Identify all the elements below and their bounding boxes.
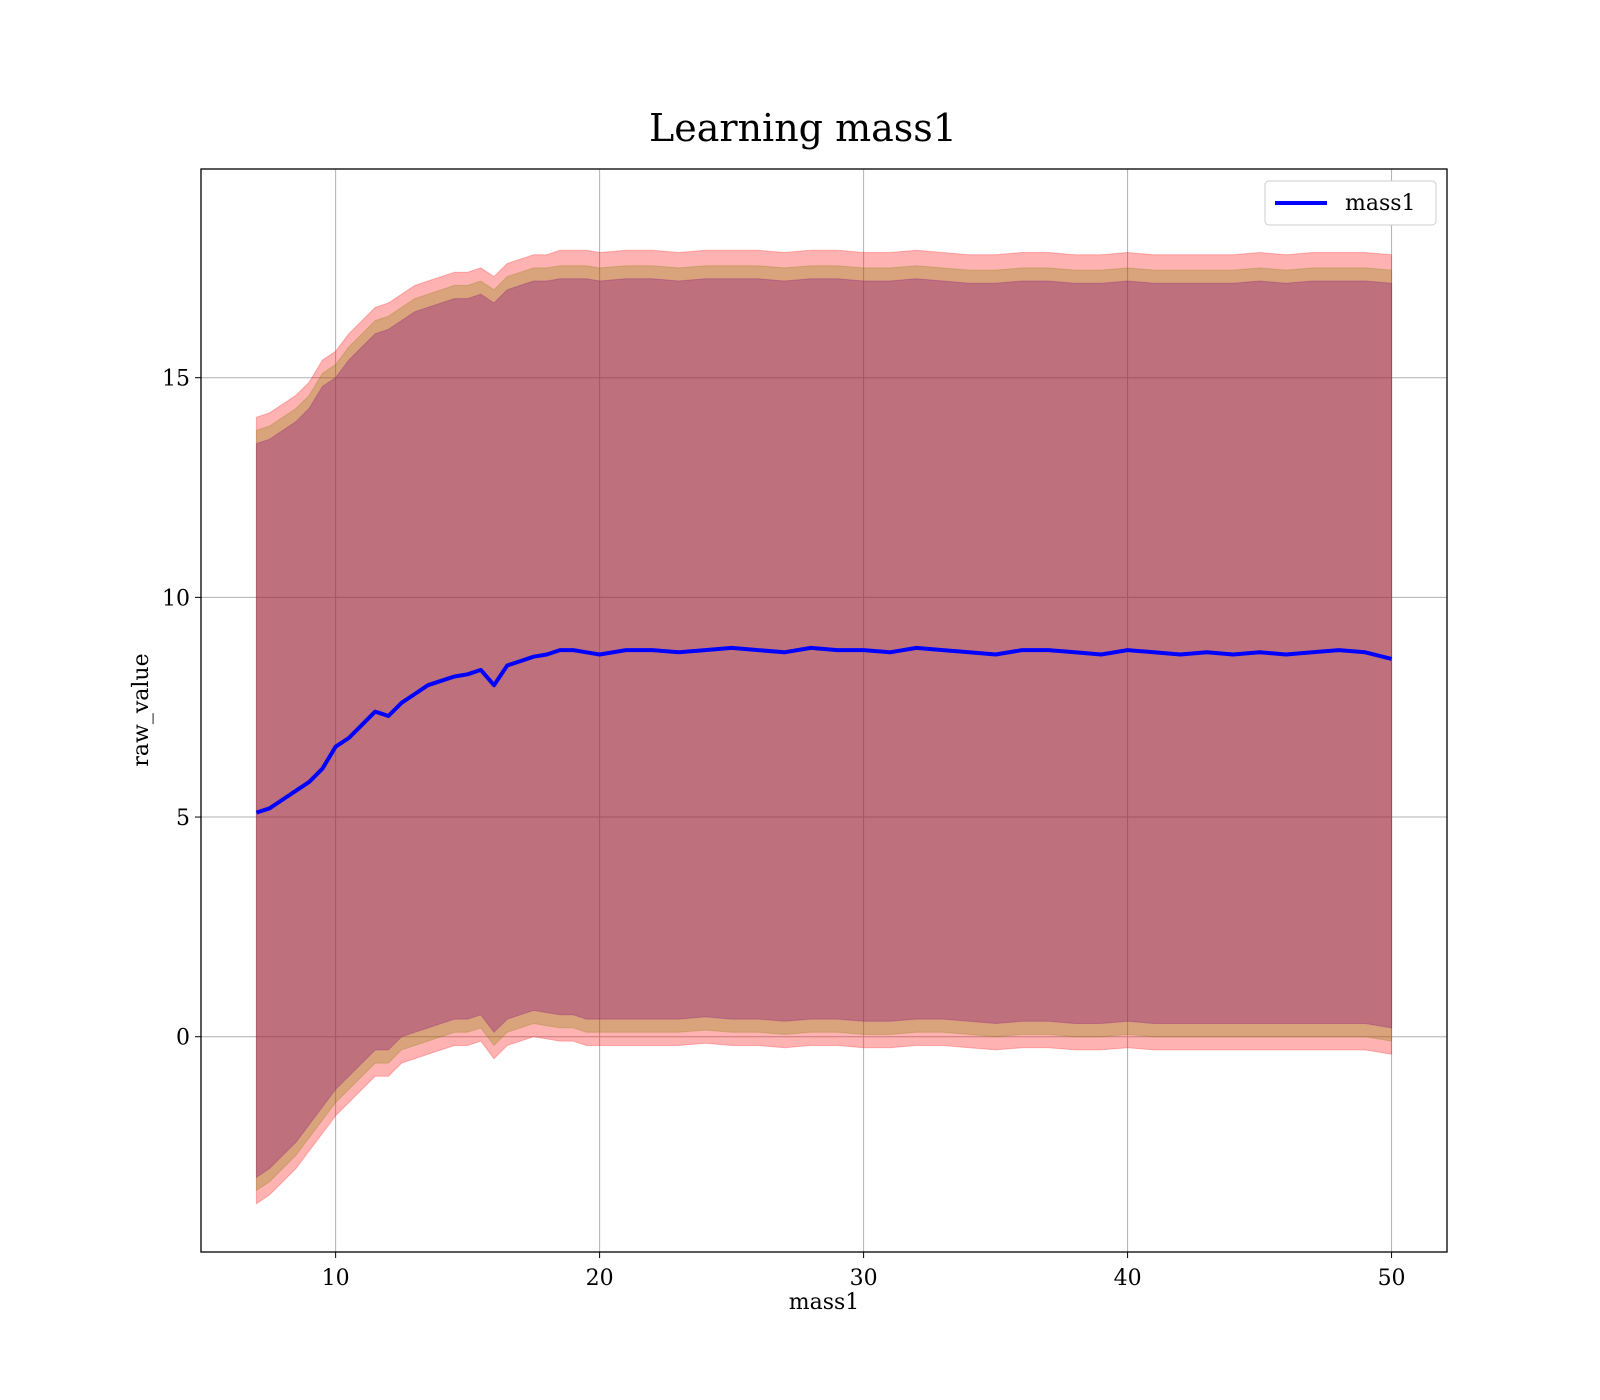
chart-title: Learning mass1: [649, 106, 957, 150]
x-tick-label: 10: [322, 1266, 350, 1291]
band-1: [255, 265, 1393, 1192]
x-ticks: 10 20 30 40 50: [322, 1252, 1406, 1291]
y-tick-label: 5: [176, 806, 190, 831]
confidence-bands: [255, 249, 1393, 1205]
series-lines: [255, 645, 1393, 815]
y-ticks: 0 5 10 15: [162, 367, 201, 1051]
x-axis-label: mass1: [789, 1290, 860, 1315]
legend-label: mass1: [1345, 191, 1416, 216]
legend-box: [1264, 180, 1437, 226]
y-tick-label: 0: [176, 1026, 190, 1051]
legend: mass1: [1264, 180, 1437, 226]
y-tick-label: 15: [162, 367, 190, 392]
x-tick-label: 50: [1378, 1266, 1406, 1291]
x-tick-label: 20: [586, 1266, 614, 1291]
grid: [201, 169, 1447, 1252]
plot-frame: [200, 168, 1448, 1253]
y-axis-label: raw_value: [129, 653, 154, 766]
band-0: [255, 249, 1393, 1205]
series-line-mass1: [255, 645, 1393, 815]
band-2: [255, 278, 1393, 1179]
y-tick-label: 10: [162, 586, 190, 611]
x-tick-label: 30: [850, 1266, 878, 1291]
x-tick-label: 40: [1114, 1266, 1142, 1291]
